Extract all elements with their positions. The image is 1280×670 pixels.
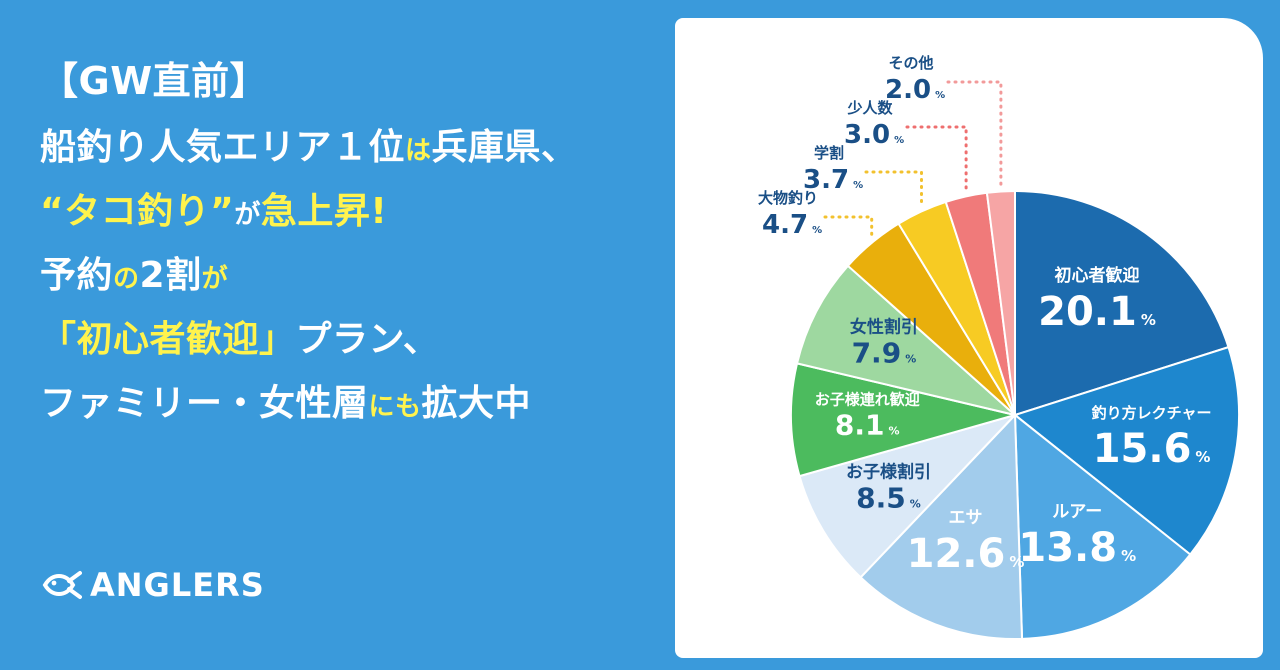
pie-label-4: お子様割引	[846, 461, 931, 482]
pie-label-6: 女性割引	[850, 317, 918, 338]
fish-icon	[42, 571, 82, 599]
pie-value-5: 8.1%	[835, 408, 900, 441]
pie-label-1: 釣り方レクチャー	[1092, 404, 1212, 422]
headline-line-3: “タコ釣り”が急上昇!	[40, 191, 388, 232]
pie-slice-0	[1014, 189, 1230, 417]
pie-value-10: 2.0%	[885, 75, 945, 105]
pie-label-9: 少人数	[846, 99, 893, 117]
pie-slice-10	[985, 189, 1016, 416]
headline-line-4: 予約の2割が	[40, 255, 229, 296]
headline-line-5: 「初心者歓迎」プラン、	[40, 319, 440, 360]
pie-value-0: 20.1%	[1038, 289, 1156, 335]
pie-label-3: エサ	[949, 508, 983, 528]
pie-slice-3	[859, 412, 1024, 640]
pie-label-2: ルアー	[1052, 502, 1102, 522]
pie-slice-5	[790, 362, 1019, 478]
pie-value-8: 3.7%	[803, 165, 863, 195]
pie-slice-2	[1013, 412, 1192, 640]
pie-leader-8	[864, 170, 923, 209]
pie-slice-4	[798, 413, 1019, 579]
headline-line-2: 船釣り人気エリア１位は兵庫県、	[40, 127, 578, 168]
pie-leader-7	[823, 215, 874, 241]
anglers-logo: ANGLERS	[42, 566, 265, 604]
pie-value-9: 3.0%	[844, 120, 904, 150]
pie-value-7: 4.7%	[762, 210, 822, 240]
pie-label-8: 学割	[814, 144, 844, 162]
headline-tag: 【GW直前】	[40, 59, 269, 103]
pie-slice-6	[795, 264, 1016, 416]
pie-label-7: 大物釣り	[758, 189, 818, 207]
pie-label-10: その他	[888, 54, 933, 72]
pie-leader-10	[946, 80, 1003, 189]
pie-value-4: 8.5%	[856, 481, 921, 514]
headline: 【GW直前】 船釣り人気エリア１位は兵庫県、 “タコ釣り”が急上昇! 予約の2割…	[40, 62, 660, 450]
pie-value-1: 15.6%	[1093, 426, 1211, 472]
pie-value-6: 7.9%	[852, 337, 917, 370]
chart-panel: 初心者歓迎 20.1% 釣り方レクチャー 15.6% ルアー 13.8% エサ 12.6% お子…	[675, 18, 1263, 658]
pie-leader-9	[905, 125, 968, 194]
pie-value-2: 13.8%	[1018, 525, 1136, 571]
pie-slice-1	[1012, 345, 1240, 556]
pie-chart: 初心者歓迎 20.1 % 釣り方レクチャー 15.6 % ルアー 13.8 % エサ 12.6 % お子…	[758, 54, 1240, 640]
pie-label-0: 初心者歓迎	[1054, 265, 1139, 286]
headline-line-6: ファミリー・女性層にも拡大中	[40, 383, 532, 424]
pie-value-3: 12.6%	[907, 531, 1025, 577]
brand-name: ANGLERS	[90, 566, 265, 604]
pie-label-5: お子様連れ歓迎	[815, 390, 920, 408]
